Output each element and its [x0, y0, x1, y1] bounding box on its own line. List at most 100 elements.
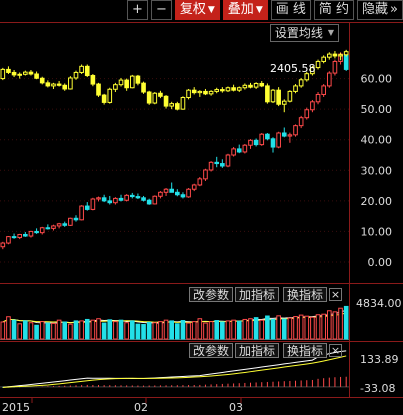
volume-bar [343, 305, 349, 340]
stock-candle [96, 197, 101, 200]
index-candle [135, 75, 141, 84]
axis-labels: 0.00 10.00 20.00 30.00 40.00 50.00 60.00 2015 02… [2, 73, 392, 414]
index-candle [163, 95, 169, 107]
stock-candle [101, 197, 107, 202]
index-candle [236, 87, 242, 91]
volume-bar [118, 319, 124, 340]
overlay-index-value: 2405.58 [270, 62, 316, 75]
volume-bar [129, 320, 135, 340]
index-candle [293, 85, 298, 92]
stock-candle [152, 195, 158, 205]
index-candle [298, 79, 304, 87]
volume-bar [34, 324, 39, 340]
volume-bar [203, 322, 208, 340]
volume-bar [175, 323, 180, 340]
index-candle [281, 100, 287, 105]
zoom-in-button[interactable]: + [127, 0, 148, 20]
index-candle [129, 75, 135, 89]
volume-bar [259, 319, 265, 340]
index-candle [208, 90, 214, 95]
stock-candle [51, 225, 56, 229]
volume-bar [242, 318, 248, 340]
stock-candle [73, 217, 79, 221]
stock-candle [107, 200, 113, 204]
volume-bar [163, 319, 169, 340]
index-candle [321, 56, 326, 62]
macd-change-params-button[interactable]: 改参数 [189, 343, 234, 358]
draw-line-button[interactable]: 画 线 [270, 0, 311, 20]
macd-top-label: 133.89 [360, 353, 399, 366]
stock-candle [175, 191, 180, 196]
stock-candle [332, 60, 338, 74]
index-candle [191, 89, 197, 94]
fuquan-dropdown[interactable]: 复权 ▼ [174, 0, 220, 20]
index-candle [231, 87, 236, 91]
volume-bar [332, 311, 338, 340]
stock-candle [186, 188, 191, 198]
caret-down-icon: ▼ [207, 5, 215, 15]
volume-bar [141, 324, 146, 340]
time-axis-label: 02 [134, 401, 148, 414]
macd-switch-indicator-button[interactable]: 换指标 [283, 343, 328, 358]
stock-candle [169, 188, 175, 193]
index-candle [259, 82, 265, 87]
volume-bar [135, 323, 141, 340]
volume-bar [51, 322, 56, 340]
stock-candle [68, 217, 73, 226]
volume-ma-line [2, 312, 347, 324]
price-tick-label: 50.00 [361, 103, 393, 116]
volume-bar [287, 317, 293, 340]
volume-bar [39, 321, 45, 340]
volume-bar [124, 322, 129, 340]
volume-close-icon[interactable]: × [329, 288, 342, 301]
simple-mode-button[interactable]: 简 约 [313, 0, 355, 20]
stock-candle [304, 109, 310, 119]
volume-bar [321, 313, 326, 340]
volume-bar [96, 318, 101, 340]
stock-candle [326, 72, 332, 87]
volume-bar [293, 316, 298, 340]
stock-candle [298, 117, 304, 127]
stock-candle [225, 154, 231, 167]
volume-bar [208, 321, 214, 340]
hide-button[interactable]: 隐藏» [357, 0, 403, 20]
volume-bar [158, 321, 163, 340]
volume-add-indicator-button[interactable]: 加指标 [235, 287, 280, 302]
stock-candle [34, 230, 39, 234]
moving-average-lines [2, 309, 347, 324]
volume-bar [276, 315, 281, 340]
index-candle [158, 92, 163, 97]
volume-bar [236, 320, 242, 340]
index-candle [107, 88, 113, 103]
overlay-dropdown[interactable]: 叠加 ▼ [222, 0, 268, 20]
macd-close-icon[interactable]: × [329, 344, 342, 357]
caret-down-icon: ▼ [327, 28, 334, 37]
volume-switch-indicator-button[interactable]: 换指标 [283, 287, 328, 302]
volume-bar [84, 318, 90, 340]
index-candle [146, 91, 152, 104]
volume-change-params-button[interactable]: 改参数 [189, 287, 234, 302]
index-candle [343, 51, 349, 56]
main-candles [0, 50, 349, 250]
index-candle [56, 83, 62, 86]
stock-candle [270, 138, 276, 148]
volume-bar [248, 318, 253, 340]
time-axis-label: 03 [229, 401, 243, 414]
macd-add-indicator-button[interactable]: 加指标 [235, 343, 280, 358]
stock-candle [118, 197, 124, 201]
volume-bar [298, 314, 304, 340]
index-candle [73, 71, 79, 79]
index-candle [276, 89, 281, 105]
stock-candle [45, 227, 51, 230]
stock-candle [293, 125, 298, 136]
stock-candle [231, 148, 236, 156]
index-candle [124, 79, 129, 89]
stock-candle [124, 194, 129, 201]
zoom-out-button[interactable]: − [150, 0, 172, 20]
ma-settings-dropdown[interactable]: 设置均线 ▼ [269, 24, 339, 42]
stock-candle [146, 199, 152, 205]
volume-bar [169, 320, 175, 340]
index-candle [287, 90, 293, 102]
volume-bar [315, 314, 321, 340]
volume-bar [253, 317, 259, 340]
